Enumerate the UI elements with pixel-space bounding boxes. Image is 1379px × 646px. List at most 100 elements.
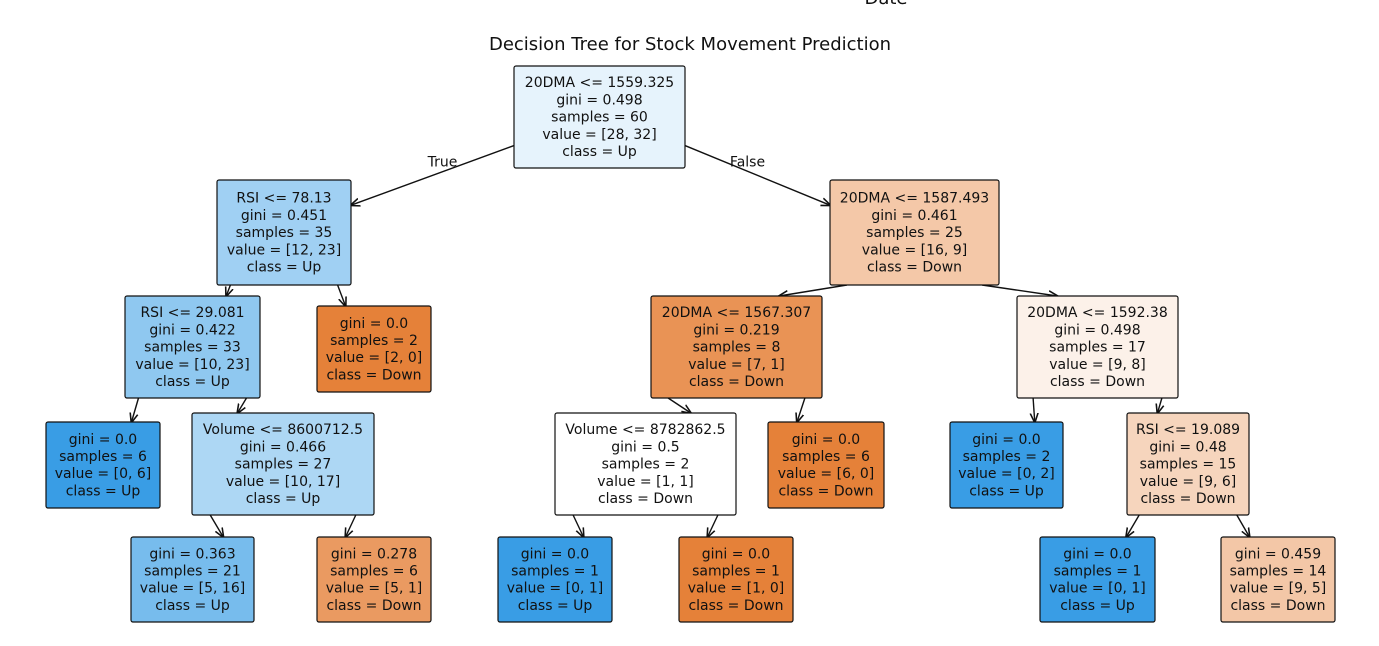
node-line: samples = 35 — [236, 225, 333, 241]
node-line: samples = 1 — [511, 564, 599, 580]
node-line: class = Down — [867, 260, 962, 276]
node-line: 20DMA <= 1567.307 — [662, 305, 811, 321]
node-line: value = [12, 23] — [227, 242, 341, 258]
edge-RL-RLL — [667, 397, 691, 413]
node-line: RSI <= 78.13 — [236, 191, 331, 207]
node-line: gini = 0.0 — [340, 316, 408, 332]
node-line: gini = 0.459 — [1235, 546, 1321, 562]
edge-L-LL — [226, 284, 230, 296]
edge-LLR-LLRL — [209, 514, 223, 537]
node-line: samples = 2 — [330, 333, 418, 349]
node-line: class = Up — [1060, 598, 1135, 614]
node-box — [513, 65, 686, 169]
node-line: 20DMA <= 1592.38 — [1027, 305, 1168, 321]
node-line: samples = 27 — [235, 457, 332, 473]
edge-root-R — [684, 144, 830, 206]
edge-RLL-RLLR — [708, 514, 719, 537]
node-line: class = Down — [1050, 374, 1145, 390]
node-line: samples = 6 — [330, 564, 418, 580]
node-box — [1039, 536, 1156, 623]
edge-label-false: False — [730, 154, 765, 170]
node-box — [767, 421, 885, 509]
node-box — [829, 179, 1000, 286]
node-line: gini = 0.48 — [1149, 439, 1226, 455]
top-cut-label: Date — [864, 0, 907, 9]
edge-R-RL — [779, 284, 848, 296]
node-line: value = [9, 8] — [1049, 357, 1146, 373]
edge-R-RR — [981, 284, 1057, 296]
edge-RR-RRR — [1158, 397, 1162, 413]
edge-LL-LLL — [132, 397, 140, 422]
node-line: class = Up — [155, 598, 230, 614]
node-line: value = [16, 9] — [862, 242, 967, 258]
node-line: samples = 33 — [144, 340, 241, 356]
node-line: class = Up — [518, 598, 593, 614]
edges-layer: True False — [132, 144, 1250, 537]
node-box — [1220, 536, 1336, 623]
node-line: gini = 0.451 — [241, 208, 327, 224]
node-line: RSI <= 19.089 — [1136, 422, 1240, 438]
node-box — [316, 536, 432, 623]
node-box — [1016, 295, 1179, 399]
node-line: samples = 21 — [144, 564, 241, 580]
node-box — [316, 305, 432, 393]
node-line: samples = 6 — [782, 449, 870, 465]
node-line: value = [1, 1] — [597, 474, 694, 490]
node-line: gini = 0.422 — [149, 322, 235, 338]
node-line: samples = 14 — [1230, 564, 1327, 580]
node-line: value = [2, 0] — [326, 350, 423, 366]
node-box — [497, 536, 613, 623]
edge-RRR-RRRR — [1236, 514, 1250, 537]
node-line: value = [5, 1] — [326, 581, 423, 597]
node-line: value = [0, 6] — [55, 466, 152, 482]
node-line: gini = 0.0 — [521, 546, 589, 562]
node-line: samples = 6 — [59, 449, 147, 465]
node-line: gini = 0.498 — [1054, 322, 1140, 338]
edge-RLL-RLLL — [572, 514, 583, 537]
figure-title: Decision Tree for Stock Movement Predict… — [489, 34, 891, 55]
node-box — [554, 412, 737, 516]
node-line: Volume <= 8600712.5 — [203, 422, 363, 438]
node-line: class = Down — [689, 374, 784, 390]
node-line: samples = 2 — [963, 449, 1051, 465]
node-box — [678, 536, 794, 623]
node-line: gini = 0.278 — [331, 546, 417, 562]
node-line: Volume <= 8782862.5 — [565, 422, 725, 438]
node-line: gini = 0.0 — [1063, 546, 1131, 562]
node-box — [124, 295, 261, 399]
node-line: gini = 0.0 — [69, 432, 137, 448]
node-line: value = [5, 16] — [140, 581, 245, 597]
node-box — [45, 421, 161, 509]
node-line: samples = 2 — [602, 457, 690, 473]
node-line: class = Up — [969, 483, 1044, 499]
node-line: samples = 1 — [692, 564, 780, 580]
node-line: gini = 0.363 — [149, 546, 235, 562]
node-line: class = Up — [66, 483, 141, 499]
edge-RRR-RRRL — [1126, 514, 1140, 537]
node-line: value = [1, 0] — [688, 581, 785, 597]
node-line: class = Down — [326, 598, 421, 614]
node-line: 20DMA <= 1587.493 — [840, 191, 989, 207]
node-line: gini = 0.0 — [792, 432, 860, 448]
node-line: gini = 0.461 — [871, 208, 957, 224]
edge-label-true: True — [427, 154, 458, 170]
node-line: gini = 0.0 — [972, 432, 1040, 448]
node-line: class = Up — [155, 374, 230, 390]
node-line: gini = 0.498 — [556, 92, 642, 108]
node-line: class = Down — [1140, 491, 1235, 507]
